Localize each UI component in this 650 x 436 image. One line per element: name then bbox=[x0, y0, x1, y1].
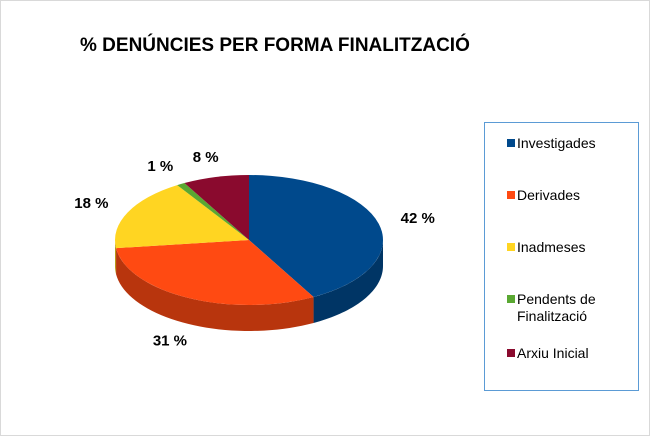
legend-item: Investigades bbox=[507, 135, 635, 152]
data-label: 1 % bbox=[147, 158, 173, 175]
pie-slice bbox=[116, 240, 314, 305]
legend-swatch bbox=[507, 243, 515, 251]
legend-label: Investigades bbox=[517, 135, 596, 151]
legend-label: Pendents de Finalització bbox=[517, 291, 596, 324]
pie-slice bbox=[184, 175, 249, 240]
legend-item: Arxiu Inicial bbox=[507, 345, 635, 362]
pie-slice-side bbox=[313, 240, 383, 323]
pie-slice bbox=[177, 183, 249, 240]
data-label: 31 % bbox=[153, 332, 187, 349]
pie-slice bbox=[115, 185, 249, 249]
data-label: 42 % bbox=[401, 210, 435, 227]
legend-label: Arxiu Inicial bbox=[517, 345, 589, 361]
data-label: 18 % bbox=[74, 195, 108, 212]
legend-item: Derivades bbox=[507, 187, 635, 204]
legend-swatch bbox=[507, 139, 515, 147]
legend-label: Derivades bbox=[517, 187, 581, 203]
legend-swatch bbox=[507, 191, 515, 199]
legend-swatch bbox=[507, 349, 515, 357]
pie-slice bbox=[249, 175, 384, 297]
legend-label: Inadmeses bbox=[517, 239, 586, 255]
chart-title: % DENÚNCIES PER FORMA FINALITZACIÓ bbox=[80, 34, 470, 56]
legend-swatch bbox=[507, 295, 515, 303]
data-label: 8 % bbox=[193, 149, 219, 166]
legend-item: Inadmeses bbox=[507, 239, 635, 256]
legend: Investigades Derivades Inadmeses Pendents d… bbox=[484, 122, 639, 391]
pie-slice-side bbox=[115, 240, 117, 275]
legend-item: Pendents de Finalització bbox=[507, 291, 635, 325]
pie-slice-side bbox=[116, 248, 314, 331]
